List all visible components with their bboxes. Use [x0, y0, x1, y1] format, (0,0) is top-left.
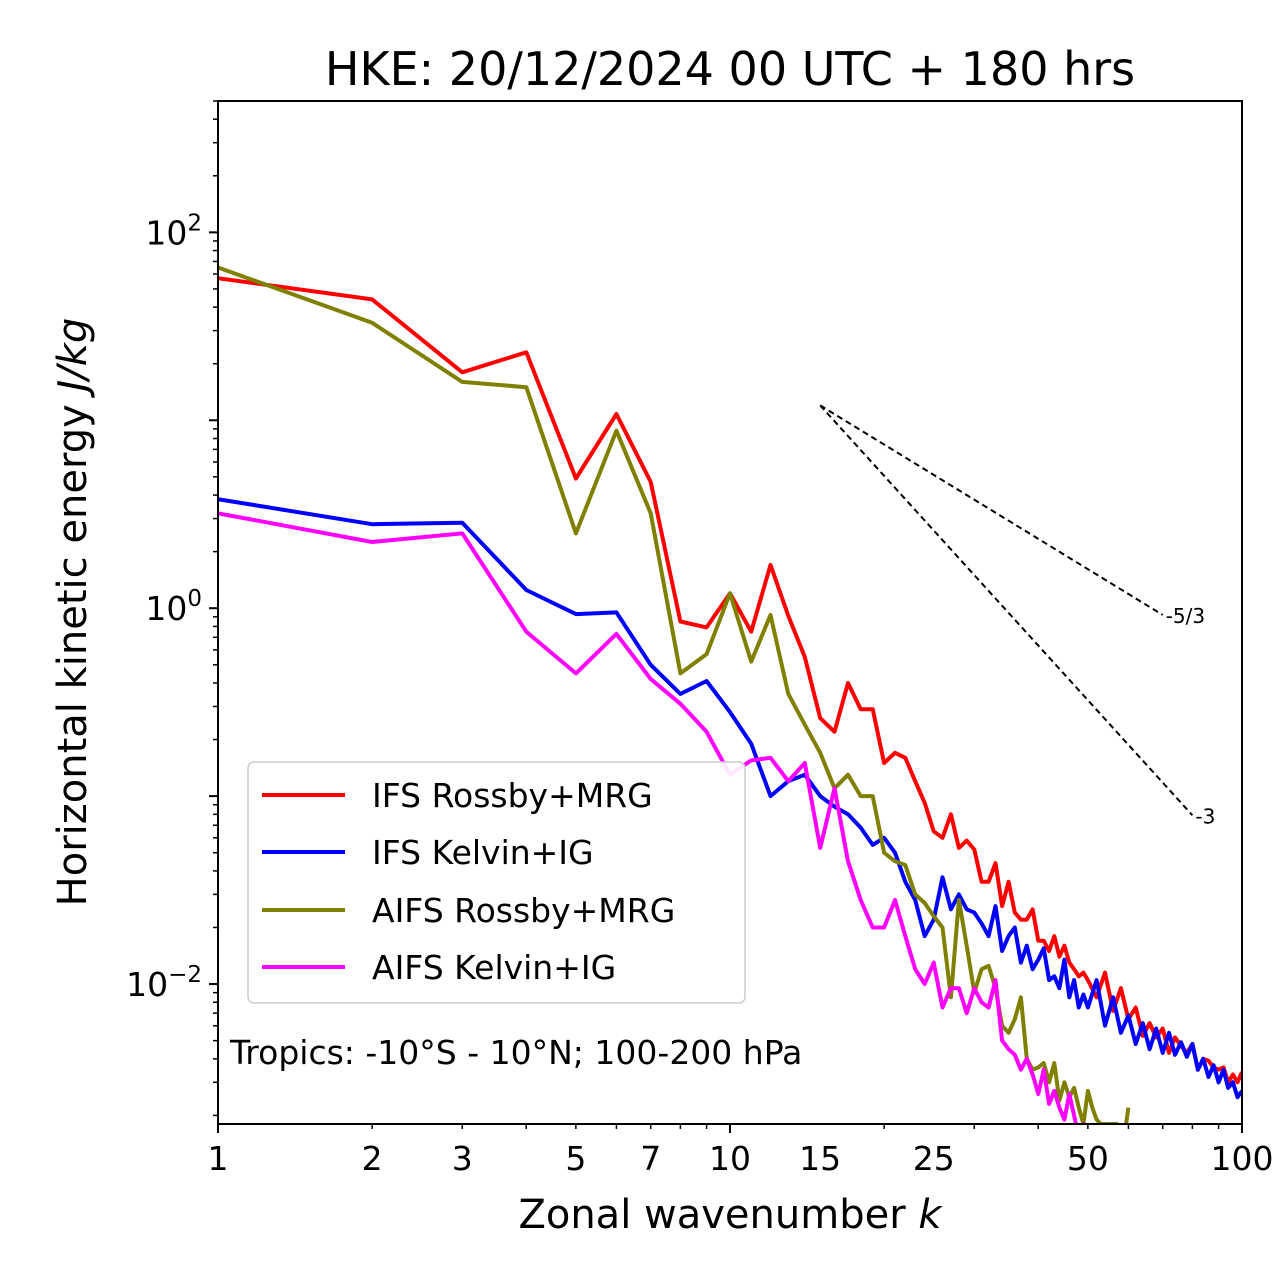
series-layer — [218, 265, 1242, 1124]
x-tick-label: 3 — [452, 1139, 473, 1178]
reference-slope-line-2 — [819, 404, 1194, 816]
x-tick-label: 7 — [640, 1139, 661, 1178]
x-tick-label: 15 — [799, 1139, 841, 1178]
x-axis-label-var: k — [918, 1192, 943, 1238]
y-tick-label: 10−2 — [126, 962, 202, 1004]
series-line-aifs-rossby-mrg — [218, 265, 1131, 1124]
x-tick-label: 10 — [709, 1139, 751, 1178]
region-annotation: Tropics: -10°S - 10°N; 100-200 hPa — [229, 1033, 802, 1072]
series-line-ifs-kelvin-ig — [218, 497, 1242, 1100]
y-axis-label-text: Horizontal kinetic energy — [50, 404, 96, 906]
x-tick-label: 5 — [565, 1139, 586, 1178]
reference-slope-line-1 — [819, 404, 1164, 616]
x-tick-label: 1 — [208, 1139, 229, 1178]
legend-box — [247, 761, 746, 1004]
legend-label-aifs-rossby: AIFS Rossby+MRG — [372, 891, 675, 930]
legend-label-ifs-kelvin: IFS Kelvin+IG — [372, 833, 594, 872]
legend: IFS Rossby+MRG IFS Kelvin+IG AIFS Rossby… — [247, 761, 746, 1004]
series-line-aifs-kelvin-ig — [218, 511, 1086, 1124]
x-axis-label-text: Zonal wavenumber — [518, 1192, 906, 1238]
x-axis-ticks: 1 2 3 5 7 10 15 25 50 100 — [208, 1124, 1274, 1178]
reference-lines: -5/3 -3 — [819, 404, 1215, 828]
y-axis-ticks: 102 100 10−2 — [126, 100, 218, 1117]
y-axis-label: Horizontal kinetic energy J/kg — [50, 318, 96, 907]
x-tick-label: 25 — [913, 1139, 955, 1178]
x-tick-label: 100 — [1211, 1139, 1274, 1178]
y-tick-label: 102 — [145, 210, 202, 252]
legend-label-ifs-rossby: IFS Rossby+MRG — [372, 776, 653, 815]
y-tick-label: 100 — [145, 586, 202, 628]
legend-label-aifs-kelvin: AIFS Kelvin+IG — [372, 948, 616, 987]
reference-slope-label-1: -5/3 — [1166, 604, 1205, 628]
chart-title: HKE: 20/12/2024 00 UTC + 180 hrs — [325, 42, 1135, 96]
y-axis-label-unit: J/kg — [50, 318, 96, 399]
x-tick-label: 2 — [362, 1139, 383, 1178]
x-axis-label: Zonal wavenumber k — [518, 1192, 943, 1238]
reference-slope-label-2: -3 — [1195, 804, 1215, 828]
x-tick-label: 50 — [1067, 1139, 1109, 1178]
